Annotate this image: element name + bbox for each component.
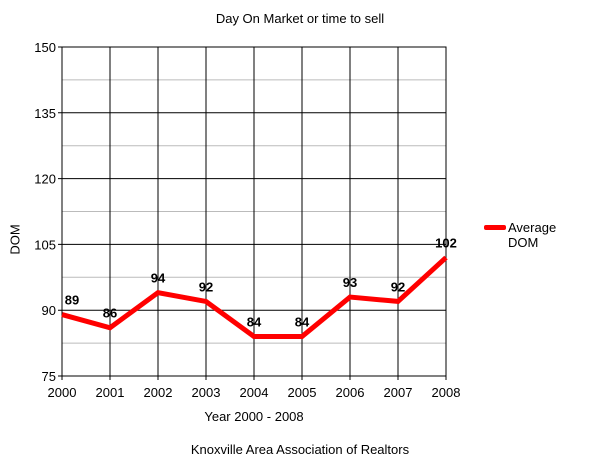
x-tick-label: 2007 [384,385,413,400]
x-axis-label: Year 2000 - 2008 [204,409,304,424]
x-tick-label: 2002 [144,385,173,400]
data-label: 102 [435,236,457,251]
data-label: 92 [199,279,213,294]
y-axis-label: DOM [7,224,23,255]
x-tick-label: 2001 [96,385,125,400]
plot-frame [61,46,447,377]
y-tick-label: 120 [34,172,56,187]
x-tick-label: 2005 [288,385,317,400]
y-tick-label: 105 [34,237,56,252]
y-tick-label: 150 [34,40,56,55]
legend-label: Average DOM [508,220,557,250]
data-label: 84 [295,315,310,330]
x-tick-label: 2003 [192,385,221,400]
series-line [61,255,448,340]
x-tick-label: 2006 [336,385,365,400]
data-label: 92 [391,279,405,294]
source-caption: Knoxville Area Association of Realtors [190,442,410,457]
x-tick-label: 2004 [240,385,269,400]
y-tick-label: 135 [34,106,56,121]
x-tick-label: 2008 [432,385,461,400]
data-label: 94 [151,271,166,286]
chart-title: Day On Market or time to sell [215,11,385,26]
y-tick-label: 90 [42,303,56,318]
legend-swatch [484,225,506,230]
data-label: 84 [247,315,262,330]
x-tick-label: 2000 [48,385,77,400]
data-label: 93 [343,275,357,290]
data-label: 89 [65,293,79,308]
data-label: 86 [103,306,117,321]
y-tick-label: 75 [42,369,56,384]
